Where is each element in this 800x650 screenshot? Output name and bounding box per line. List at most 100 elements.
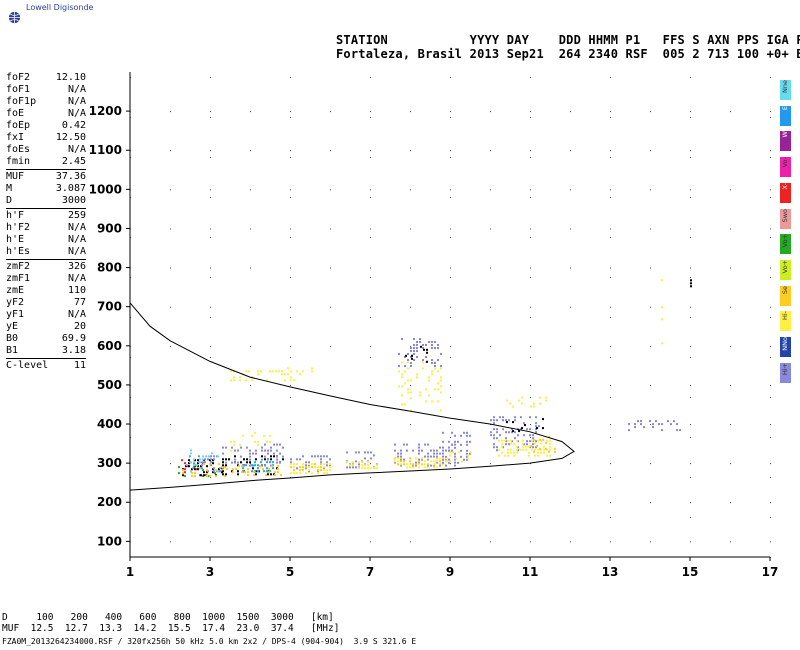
echo-point — [272, 467, 274, 470]
echo-point — [469, 452, 471, 455]
grid-dot — [450, 117, 451, 118]
grid-dot — [530, 357, 531, 358]
echo-point — [433, 449, 435, 452]
echo-point — [346, 451, 348, 454]
grid-dot — [650, 541, 651, 543]
echo-point — [249, 452, 251, 455]
param-row: B0 69.9 — [6, 333, 86, 345]
echo-point — [263, 434, 265, 437]
echo-point — [320, 469, 322, 472]
echo-point — [239, 376, 241, 379]
echo-point — [361, 464, 363, 467]
echo-point — [437, 400, 439, 403]
grid-dot — [370, 267, 371, 269]
echo-point — [233, 379, 235, 382]
echo-point — [203, 471, 205, 474]
grid-dot — [610, 437, 611, 438]
grid-dot — [450, 150, 451, 152]
grid-dot — [450, 237, 451, 238]
echo-point — [228, 458, 230, 461]
echo-point — [317, 466, 319, 469]
echo-point — [266, 461, 268, 464]
echo-point — [690, 282, 692, 285]
echo-point — [233, 376, 235, 379]
param-label: zmE — [6, 285, 25, 296]
echo-point — [467, 457, 469, 460]
echo-point — [493, 416, 495, 419]
echo-point — [466, 449, 468, 452]
echo-point — [460, 449, 462, 452]
echo-point — [549, 454, 551, 457]
param-label: fxI — [6, 132, 25, 143]
echo-point — [401, 376, 403, 379]
echo-point — [403, 458, 405, 461]
echo-point — [652, 423, 654, 426]
echo-point — [206, 469, 208, 472]
grid-dot — [690, 111, 691, 113]
echo-point — [287, 373, 289, 376]
echo-point — [317, 470, 319, 473]
grid-dot — [210, 277, 211, 278]
echo-point — [403, 463, 405, 466]
echo-point — [317, 472, 319, 475]
echo-point — [496, 428, 498, 431]
echo-point — [234, 455, 236, 458]
echo-point — [546, 454, 548, 457]
echo-point — [355, 460, 357, 463]
parameter-panel: foF2 12.10 foF1 N/A foF1p N/A foE N/A foEp 0.42 fx… — [6, 72, 86, 372]
echo-point — [457, 461, 459, 464]
echo-point — [231, 461, 233, 464]
echo-point — [346, 461, 348, 464]
param-label: foF2 — [6, 72, 31, 83]
echo-point — [255, 449, 257, 452]
echo-point — [535, 416, 537, 419]
grid-dot — [730, 384, 731, 386]
echo-point — [433, 455, 435, 458]
echo-point — [251, 470, 253, 473]
echo-point — [411, 354, 413, 357]
echo-point — [401, 338, 403, 340]
grid-dot — [610, 267, 611, 269]
param-value: 11 — [73, 360, 86, 371]
echo-point — [245, 379, 247, 382]
grid-dot — [290, 157, 291, 158]
echo-point — [419, 391, 421, 394]
grid-dot — [330, 111, 331, 113]
echo-point — [361, 461, 363, 464]
echo-point — [652, 426, 654, 429]
param-value: N/A — [67, 144, 86, 155]
grid-dot — [690, 357, 691, 358]
echo-point — [400, 449, 402, 452]
grid-dot — [770, 502, 771, 504]
echo-point — [457, 440, 459, 443]
grid-dot — [690, 502, 691, 504]
echo-point — [469, 440, 471, 443]
echo-point — [436, 452, 438, 455]
grid-dot — [650, 306, 651, 308]
grid-dot — [130, 477, 131, 478]
echo-point — [655, 420, 657, 423]
param-label: yF1 — [6, 309, 25, 320]
grid-dot — [730, 228, 731, 230]
x-tick-label: 1 — [126, 565, 134, 579]
echo-point — [437, 344, 439, 346]
echo-point — [502, 416, 504, 419]
echo-point — [466, 458, 468, 461]
legend-swatch: E — [780, 105, 791, 126]
param-value: N/A — [67, 84, 86, 95]
echo-point — [241, 471, 243, 474]
echo-point — [394, 460, 396, 463]
echo-point — [404, 382, 406, 385]
echo-point — [690, 279, 692, 282]
echo-point — [498, 454, 500, 457]
echo-point — [199, 467, 201, 470]
grid-dot — [530, 541, 531, 543]
echo-point — [394, 443, 396, 446]
echo-point — [188, 465, 190, 468]
echo-point — [403, 443, 405, 446]
echo-point — [433, 463, 435, 466]
echo-point — [530, 444, 532, 447]
grid-dot — [770, 277, 771, 278]
echo-point — [505, 443, 507, 446]
echo-point — [511, 431, 513, 434]
